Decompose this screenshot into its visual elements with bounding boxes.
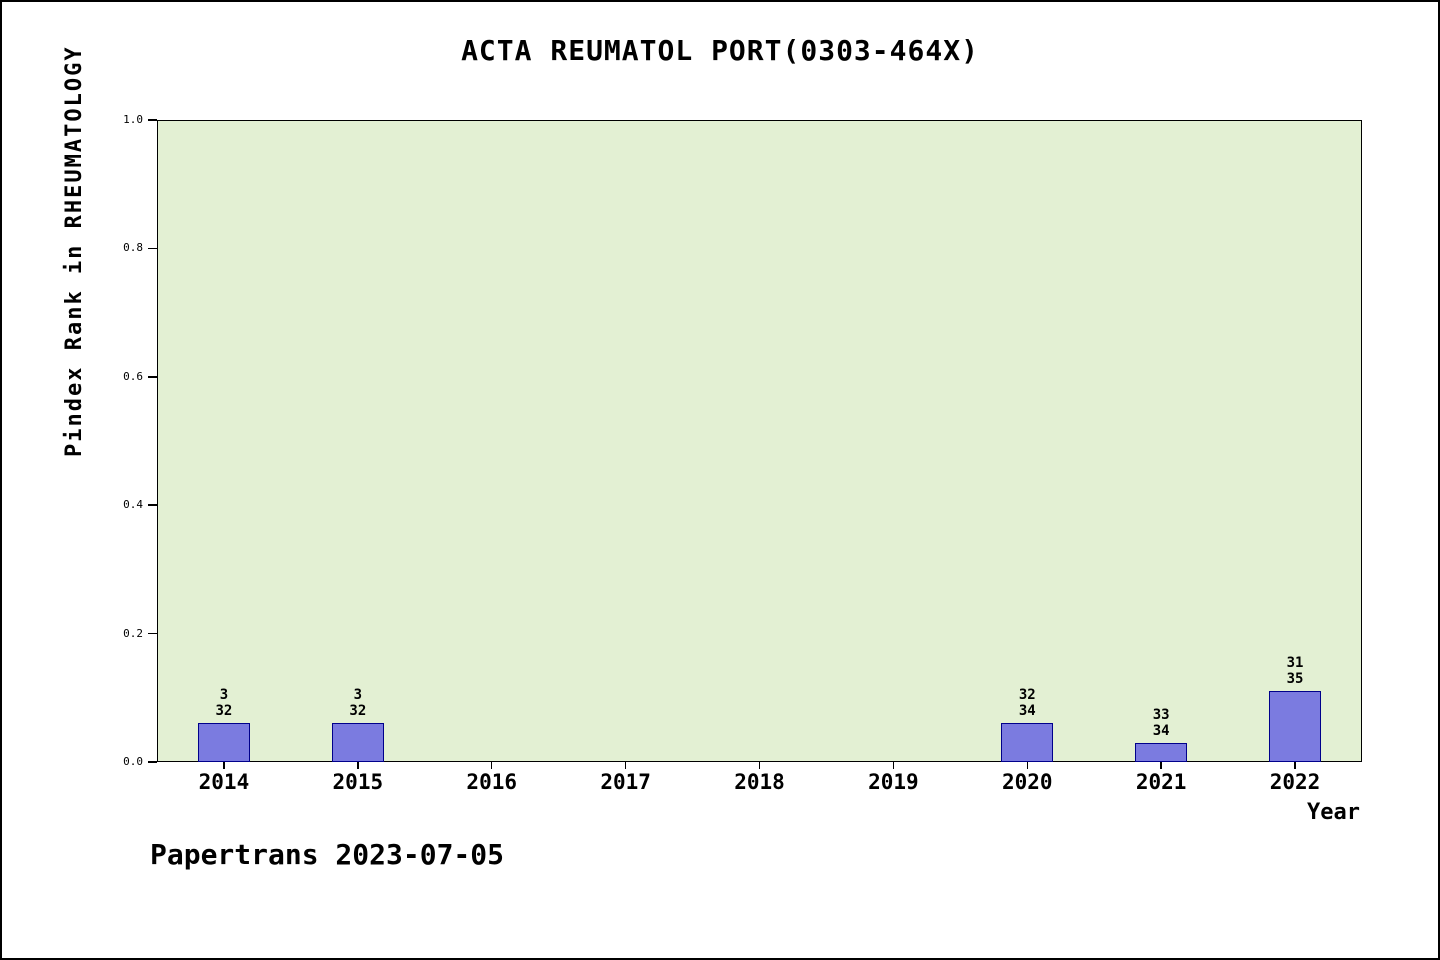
y-tick-mark — [148, 247, 157, 250]
bar-value-label: 3 32 — [215, 687, 233, 720]
x-tick-mark — [1160, 762, 1162, 769]
y-tick-mark — [148, 761, 157, 763]
x-tick-label: 2020 — [1001, 770, 1053, 794]
x-tick-label: 2017 — [600, 770, 651, 794]
x-tick-mark — [490, 762, 493, 769]
y-tick-label: 0.8 — [123, 241, 143, 255]
bar — [1135, 742, 1188, 762]
y-tick-label: 0.0 — [123, 755, 143, 768]
x-tick-mark — [223, 762, 225, 769]
x-tick-label: 2016 — [466, 770, 517, 794]
x-tick-label: 2015 — [332, 770, 384, 794]
x-tick-label: 2022 — [1269, 770, 1321, 794]
x-tick-label: 2021 — [1135, 770, 1187, 794]
x-tick-mark — [1026, 762, 1029, 769]
y-tick-mark — [148, 119, 157, 121]
x-tick-mark — [1294, 762, 1296, 769]
bar-value-label: 32 34 — [1018, 687, 1036, 720]
bar-value-label: 33 34 — [1152, 706, 1170, 739]
watermark-text: Papertrans 2023-07-05 — [150, 838, 505, 871]
y-tick-label: 0.4 — [123, 498, 143, 512]
x-tick-label: 2019 — [868, 770, 919, 794]
bar — [197, 723, 250, 762]
plot-area — [157, 120, 1362, 762]
x-tick-mark — [758, 762, 761, 769]
y-tick-mark — [148, 632, 157, 635]
bar-value-label: 3 32 — [349, 687, 367, 720]
bar — [1269, 691, 1322, 762]
bar — [331, 723, 384, 762]
y-tick-label: 0.2 — [123, 626, 143, 640]
x-tick-mark — [357, 762, 359, 769]
bar-value-label: 31 35 — [1286, 655, 1304, 688]
y-axis-label: Pindex Rank in RHEUMATOLOGY — [62, 45, 87, 457]
y-tick-label: 0.6 — [123, 369, 143, 383]
y-tick-mark — [148, 376, 157, 378]
x-tick-label: 2014 — [198, 770, 250, 794]
x-tick-mark — [624, 762, 627, 769]
chart-title: ACTA REUMATOL PORT(0303-464X) — [461, 34, 979, 67]
x-tick-mark — [892, 762, 895, 769]
x-axis-label: Year — [1307, 800, 1360, 825]
bar — [1001, 723, 1054, 762]
x-tick-label: 2018 — [734, 770, 785, 794]
y-tick-mark — [148, 504, 157, 506]
y-tick-label: 1.0 — [123, 113, 143, 126]
